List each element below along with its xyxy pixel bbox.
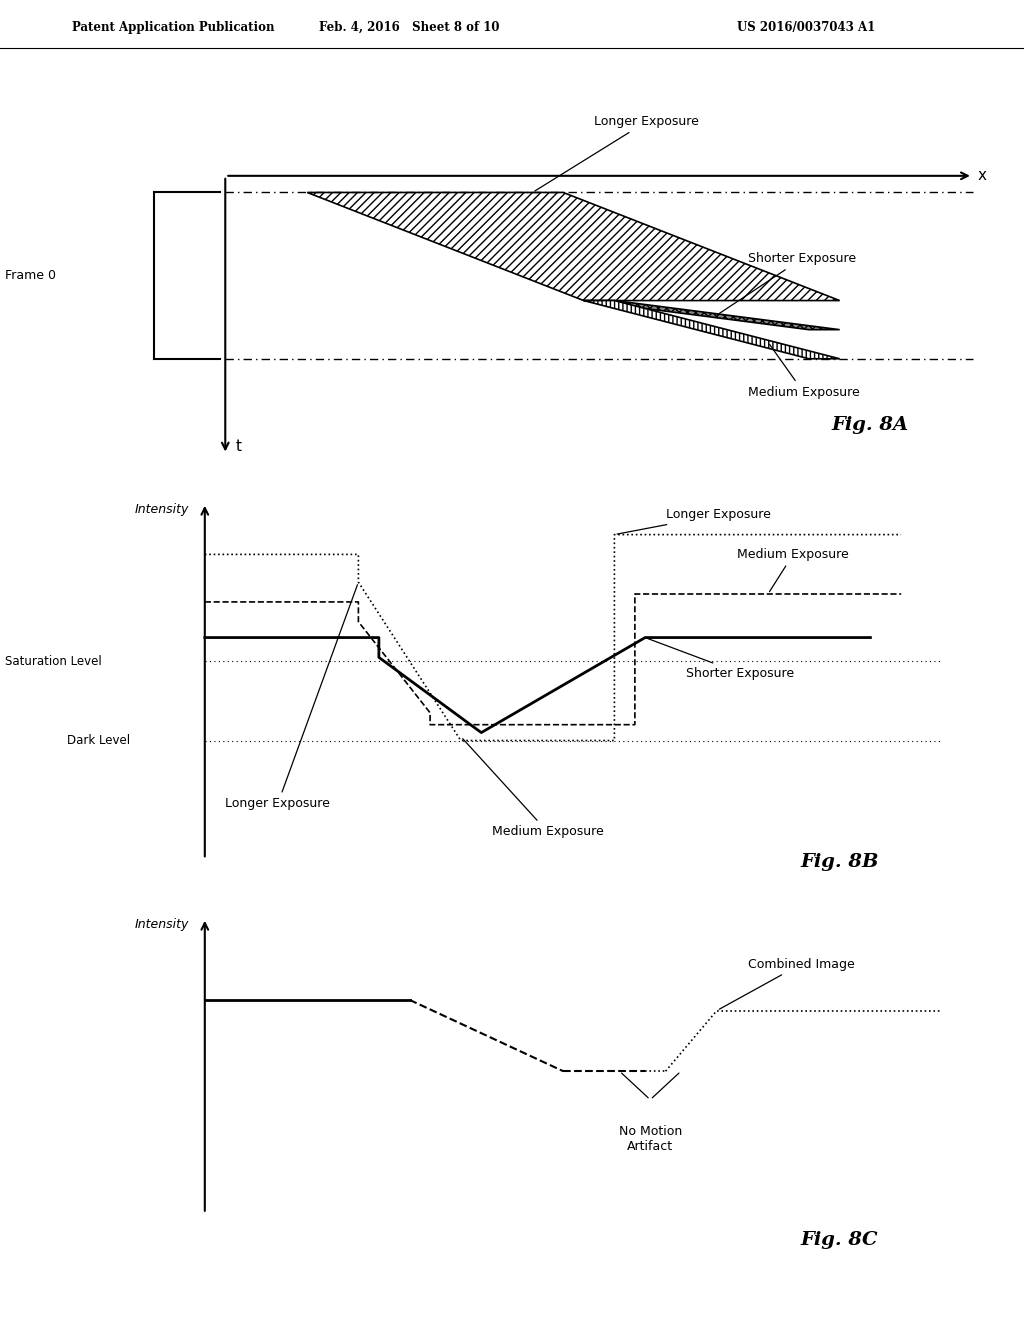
- Text: Feb. 4, 2016   Sheet 8 of 10: Feb. 4, 2016 Sheet 8 of 10: [319, 21, 500, 34]
- Text: Fig. 8B: Fig. 8B: [801, 853, 879, 871]
- Text: Dark Level: Dark Level: [67, 734, 130, 747]
- Text: x: x: [978, 169, 987, 183]
- Text: Saturation Level: Saturation Level: [5, 655, 101, 668]
- Text: t: t: [236, 440, 242, 454]
- Text: US 2016/0037043 A1: US 2016/0037043 A1: [737, 21, 876, 34]
- Text: Intensity: Intensity: [135, 503, 189, 516]
- Text: Medium Exposure: Medium Exposure: [463, 739, 603, 838]
- Text: Medium Exposure: Medium Exposure: [737, 548, 849, 591]
- Text: Fig. 8C: Fig. 8C: [801, 1232, 879, 1249]
- Text: Shorter Exposure: Shorter Exposure: [719, 252, 856, 314]
- Text: Longer Exposure: Longer Exposure: [225, 585, 357, 810]
- Text: Shorter Exposure: Shorter Exposure: [648, 639, 795, 680]
- Text: Combined Image: Combined Image: [719, 958, 854, 1010]
- Text: Fig. 8A: Fig. 8A: [831, 416, 909, 433]
- Polygon shape: [584, 301, 840, 330]
- Polygon shape: [584, 301, 840, 359]
- Text: Patent Application Publication: Patent Application Publication: [72, 21, 274, 34]
- Text: Longer Exposure: Longer Exposure: [617, 508, 770, 535]
- Text: Intensity: Intensity: [135, 917, 189, 931]
- Polygon shape: [307, 193, 840, 301]
- Text: No Motion
Artifact: No Motion Artifact: [618, 1125, 682, 1152]
- Text: Frame 0: Frame 0: [5, 269, 56, 282]
- Text: Medium Exposure: Medium Exposure: [748, 345, 859, 399]
- Text: Longer Exposure: Longer Exposure: [535, 115, 698, 191]
